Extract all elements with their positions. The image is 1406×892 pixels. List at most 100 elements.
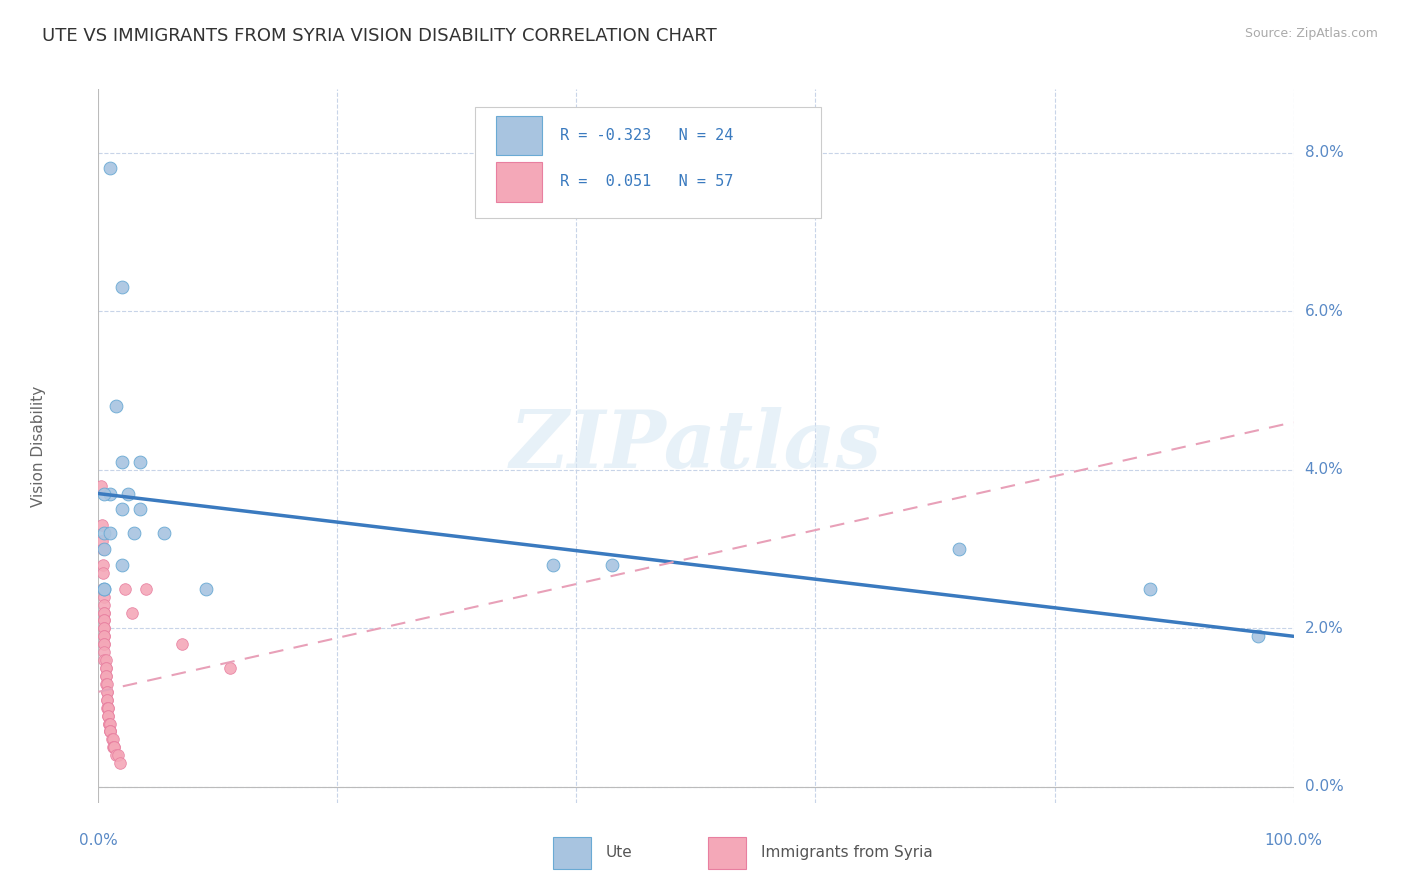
Point bbox=[98, 486, 122, 500]
Point bbox=[93, 614, 115, 628]
FancyBboxPatch shape bbox=[496, 116, 541, 155]
Point bbox=[105, 400, 128, 414]
Point bbox=[96, 685, 118, 699]
Point bbox=[94, 677, 117, 691]
Point bbox=[103, 740, 125, 755]
Point bbox=[97, 708, 120, 723]
Point bbox=[90, 478, 112, 492]
Point bbox=[541, 558, 564, 572]
FancyBboxPatch shape bbox=[709, 837, 747, 869]
Point bbox=[96, 677, 118, 691]
Text: 100.0%: 100.0% bbox=[1264, 833, 1323, 848]
Point bbox=[93, 614, 115, 628]
Point bbox=[101, 732, 124, 747]
Point bbox=[98, 716, 122, 731]
Point bbox=[108, 756, 131, 771]
Point bbox=[600, 558, 623, 572]
Point bbox=[91, 542, 114, 557]
Point bbox=[105, 748, 128, 763]
Point bbox=[117, 486, 139, 500]
Point bbox=[94, 669, 117, 683]
FancyBboxPatch shape bbox=[496, 162, 541, 202]
Text: Vision Disability: Vision Disability bbox=[31, 385, 46, 507]
Point bbox=[93, 637, 115, 651]
Point bbox=[121, 606, 143, 620]
Point bbox=[93, 582, 115, 596]
Point bbox=[93, 621, 115, 635]
Point bbox=[97, 700, 120, 714]
Text: Immigrants from Syria: Immigrants from Syria bbox=[761, 846, 932, 860]
Point bbox=[93, 542, 115, 557]
Point bbox=[91, 518, 114, 533]
FancyBboxPatch shape bbox=[553, 837, 591, 869]
Point bbox=[98, 724, 122, 739]
Point bbox=[91, 582, 114, 596]
Point bbox=[101, 740, 124, 755]
Point bbox=[103, 740, 125, 755]
Text: 2.0%: 2.0% bbox=[1305, 621, 1343, 636]
Point bbox=[135, 582, 157, 596]
Text: R = -0.323   N = 24: R = -0.323 N = 24 bbox=[560, 128, 733, 143]
FancyBboxPatch shape bbox=[475, 107, 821, 218]
Point bbox=[93, 526, 115, 541]
Point bbox=[98, 161, 122, 176]
Point bbox=[111, 455, 134, 469]
Point bbox=[94, 669, 117, 683]
Point bbox=[93, 629, 115, 643]
Point bbox=[97, 700, 120, 714]
Point bbox=[98, 716, 121, 731]
Point bbox=[93, 629, 115, 643]
Point bbox=[172, 637, 194, 651]
Point bbox=[153, 526, 176, 541]
Point bbox=[93, 621, 115, 635]
Point bbox=[124, 526, 146, 541]
Point bbox=[93, 645, 115, 659]
Point bbox=[93, 606, 115, 620]
Point bbox=[98, 526, 122, 541]
Point bbox=[98, 724, 122, 739]
Point bbox=[93, 582, 115, 596]
Point bbox=[97, 708, 120, 723]
Point bbox=[93, 598, 115, 612]
Point bbox=[219, 661, 242, 675]
Point bbox=[1139, 582, 1161, 596]
Point bbox=[93, 653, 115, 667]
Point bbox=[98, 724, 122, 739]
Point bbox=[91, 534, 114, 549]
Point bbox=[114, 582, 136, 596]
Point bbox=[94, 661, 117, 675]
Point bbox=[93, 606, 115, 620]
Point bbox=[96, 692, 118, 706]
Point bbox=[96, 700, 118, 714]
Point bbox=[129, 455, 152, 469]
Point bbox=[94, 661, 117, 675]
Point bbox=[91, 582, 114, 596]
Point bbox=[100, 732, 122, 747]
Text: 8.0%: 8.0% bbox=[1305, 145, 1343, 161]
Text: R =  0.051   N = 57: R = 0.051 N = 57 bbox=[560, 175, 733, 189]
Text: Ute: Ute bbox=[605, 846, 631, 860]
Point bbox=[111, 558, 134, 572]
Point bbox=[1246, 629, 1268, 643]
Point bbox=[111, 280, 134, 294]
Text: 0.0%: 0.0% bbox=[1305, 780, 1343, 795]
Text: UTE VS IMMIGRANTS FROM SYRIA VISION DISABILITY CORRELATION CHART: UTE VS IMMIGRANTS FROM SYRIA VISION DISA… bbox=[42, 27, 717, 45]
Point bbox=[96, 692, 118, 706]
Text: 6.0%: 6.0% bbox=[1305, 303, 1344, 318]
Point bbox=[93, 590, 115, 604]
Point bbox=[107, 748, 129, 763]
Text: 0.0%: 0.0% bbox=[79, 833, 118, 848]
Point bbox=[91, 558, 114, 572]
Point bbox=[948, 542, 970, 557]
Point bbox=[98, 716, 121, 731]
Point bbox=[129, 502, 152, 516]
Point bbox=[93, 637, 115, 651]
Point bbox=[93, 486, 115, 500]
Point bbox=[96, 685, 118, 699]
Text: 4.0%: 4.0% bbox=[1305, 462, 1343, 477]
Point bbox=[91, 566, 114, 580]
Point bbox=[94, 653, 117, 667]
Point bbox=[111, 502, 134, 516]
Text: Source: ZipAtlas.com: Source: ZipAtlas.com bbox=[1244, 27, 1378, 40]
Text: ZIPatlas: ZIPatlas bbox=[510, 408, 882, 484]
